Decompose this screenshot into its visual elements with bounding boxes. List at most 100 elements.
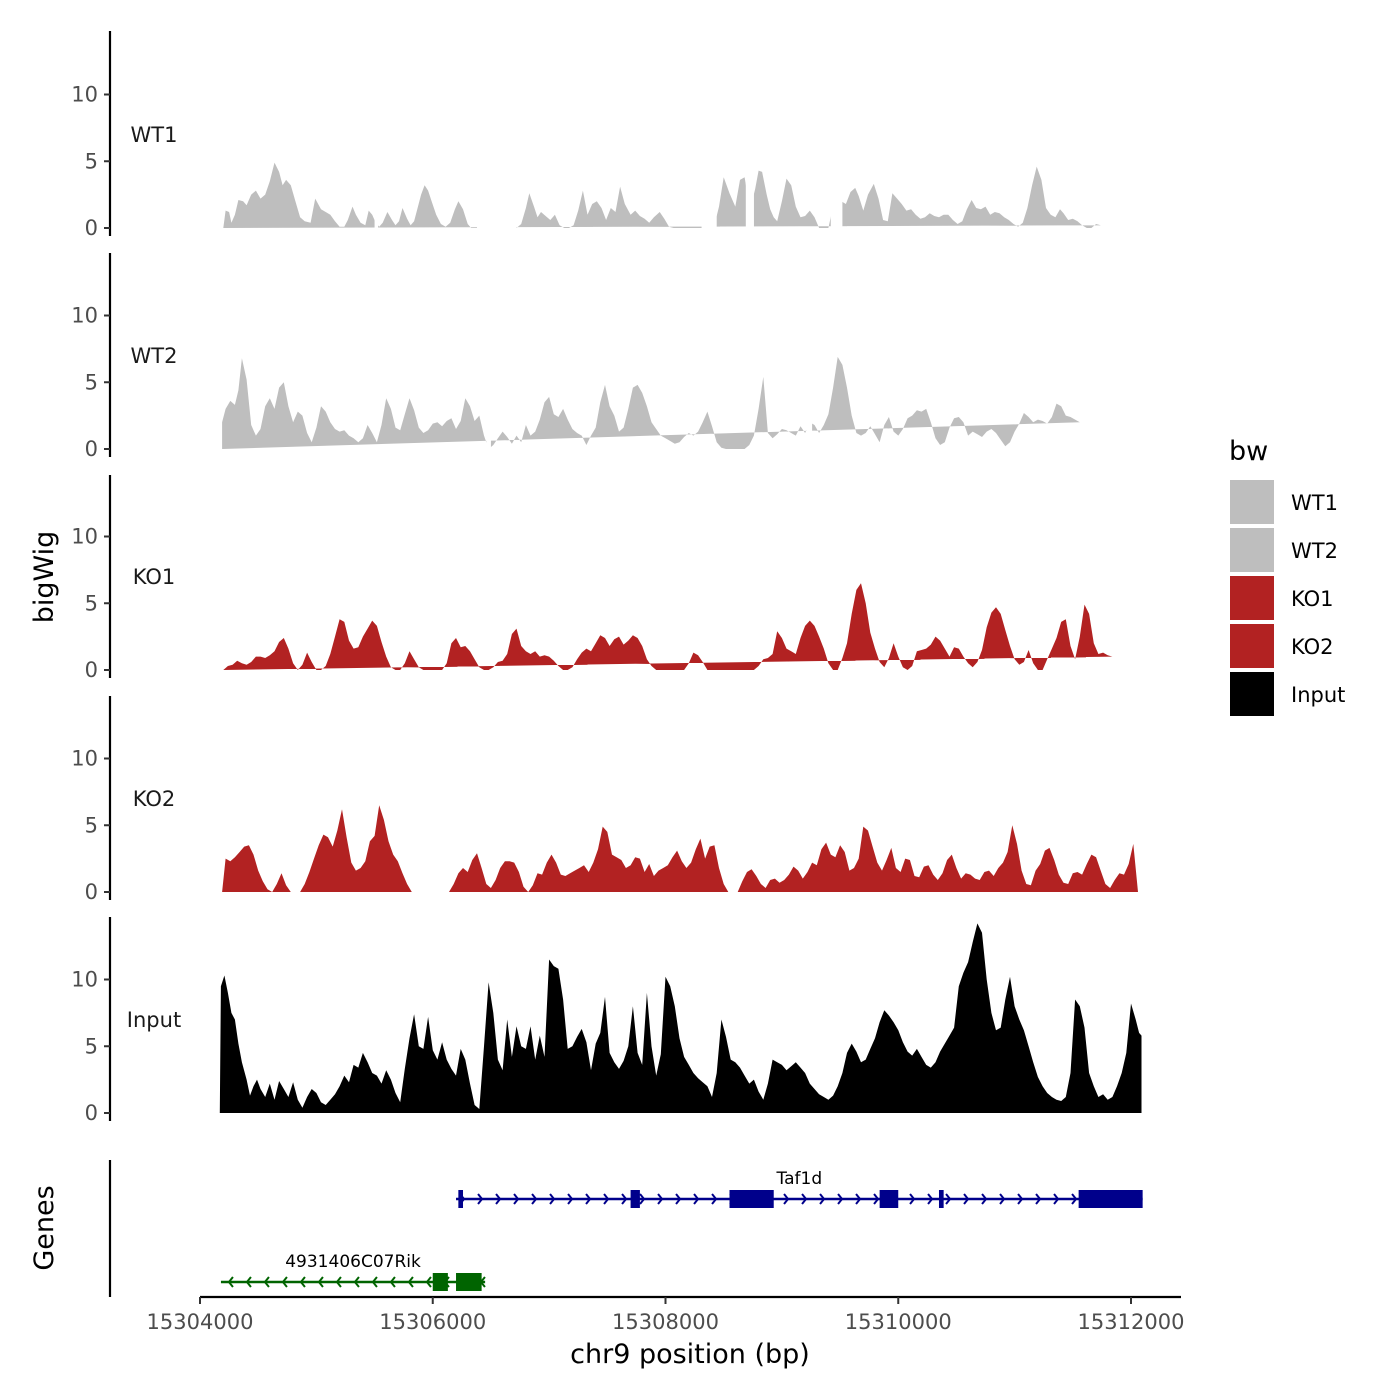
y-tick-label: 10 (71, 304, 98, 328)
no-data-gap (745, 31, 754, 229)
strand-chevron (585, 1193, 592, 1205)
strand-chevron (945, 1193, 952, 1205)
x-axis-title: chr9 position (bp) (570, 1339, 810, 1370)
gene-taf1d: Taf1d (456, 1169, 1143, 1208)
y-tick-label: 10 (71, 968, 98, 992)
y-tick-label: 5 (85, 591, 98, 615)
strand-chevron (513, 1193, 520, 1205)
gene-exon (456, 1273, 482, 1291)
strand-chevron (909, 1193, 916, 1205)
legend: bw WT1 WT2 KO1 KO2 Input (1229, 436, 1345, 716)
strand-chevron (549, 1193, 556, 1205)
genes-layer: Taf1d 4931406C07Rik (108, 1160, 1143, 1297)
gene-label: Taf1d (776, 1169, 823, 1189)
y-tick-label: 0 (85, 880, 98, 904)
track-input: 0 5 10 Input (71, 917, 1142, 1125)
strand-chevron (263, 1276, 270, 1288)
y-tick-label: 5 (85, 1034, 98, 1058)
track-label-wt1: WT1 (131, 123, 178, 147)
strand-chevron (999, 1193, 1006, 1205)
strand-chevron (711, 1193, 718, 1205)
strand-chevron (873, 1193, 880, 1205)
y-tick-label: 5 (85, 370, 98, 394)
legend-item-wt2: WT2 (1230, 528, 1338, 572)
no-data-gap (806, 253, 813, 450)
track-label-ko1: KO1 (133, 565, 176, 589)
strand-chevron (1017, 1193, 1024, 1205)
x-tick-label: 15306000 (379, 1310, 486, 1334)
strand-chevron (963, 1193, 970, 1205)
strand-chevron (1071, 1193, 1078, 1205)
signal-area-input (219, 923, 1142, 1113)
legend-label: Input (1291, 683, 1345, 707)
legend-label: WT2 (1291, 539, 1338, 563)
signal-area-wt2 (222, 356, 1080, 449)
signal-area-ko2 (222, 805, 1139, 892)
strand-chevron (353, 1276, 360, 1288)
x-tick-label: 15304000 (147, 1310, 254, 1334)
gene-exon (729, 1190, 774, 1208)
x-axis: 15304000 15306000 15308000 15310000 15312000 (147, 1295, 1185, 1334)
genes-panel-title: Genes (29, 1185, 60, 1270)
strand-chevron (281, 1276, 288, 1288)
legend-label: KO1 (1291, 587, 1334, 611)
x-tick-label: 15312000 (1078, 1310, 1185, 1334)
track-ko1: 0 5 10 KO1 (71, 475, 1113, 682)
strand-chevron (819, 1193, 826, 1205)
signal-area-ko1 (223, 583, 1113, 670)
legend-label: KO2 (1291, 635, 1334, 659)
gene-exon (630, 1190, 640, 1208)
track-label-ko2: KO2 (133, 787, 176, 811)
strand-chevron (495, 1193, 502, 1205)
strand-chevron (675, 1193, 682, 1205)
strand-chevron (317, 1276, 324, 1288)
gene-exon (879, 1190, 899, 1208)
track-wt1: 0 5 10 WT1 (71, 31, 1101, 240)
legend-item-input: Input (1230, 672, 1345, 716)
strand-chevron (855, 1193, 862, 1205)
strand-chevron (245, 1276, 252, 1288)
no-data-gap (486, 253, 491, 450)
legend-swatch (1230, 528, 1274, 572)
legend-swatch (1230, 480, 1274, 524)
strand-chevron (389, 1276, 396, 1288)
legend-swatch (1230, 672, 1274, 716)
strand-chevron (639, 1193, 646, 1205)
strand-chevron (603, 1193, 610, 1205)
strand-chevron (477, 1193, 484, 1205)
no-data-gap (374, 31, 379, 229)
no-data-gap (830, 31, 843, 229)
track-ko2: 0 5 10 KO2 (71, 696, 1139, 904)
legend-item-ko2: KO2 (1230, 624, 1334, 668)
strand-chevron (1053, 1193, 1060, 1205)
strand-chevron (657, 1193, 664, 1205)
x-tick-label: 15308000 (612, 1310, 719, 1334)
gene-label: 4931406C07Rik (285, 1252, 421, 1272)
strand-chevron (801, 1193, 808, 1205)
legend-label: WT1 (1291, 491, 1338, 515)
no-data-gap (476, 31, 517, 229)
strand-chevron (227, 1276, 234, 1288)
strand-chevron (425, 1276, 432, 1288)
y-axis-title: bigWig (29, 531, 60, 624)
y-tick-label: 0 (85, 437, 98, 461)
strand-chevron (407, 1276, 414, 1288)
gene-exon (938, 1190, 944, 1208)
gene-exon (1078, 1190, 1143, 1208)
strand-chevron (335, 1276, 342, 1288)
y-tick-label: 10 (71, 525, 98, 549)
strand-chevron (837, 1193, 844, 1205)
legend-item-wt1: WT1 (1230, 480, 1338, 524)
gene-exon (458, 1190, 464, 1208)
gene-4931406c07rik: 4931406C07Rik (220, 1252, 486, 1291)
y-tick-label: 5 (85, 813, 98, 837)
track-label-input: Input (127, 1008, 181, 1032)
track-wt2: 0 5 10 WT2 (71, 253, 1080, 461)
legend-title: bw (1229, 436, 1268, 467)
strand-chevron (927, 1193, 934, 1205)
strand-chevron (567, 1193, 574, 1205)
no-data-gap (701, 31, 717, 229)
legend-items: WT1 WT2 KO1 KO2 Input (1230, 480, 1345, 716)
strand-chevron (621, 1193, 628, 1205)
